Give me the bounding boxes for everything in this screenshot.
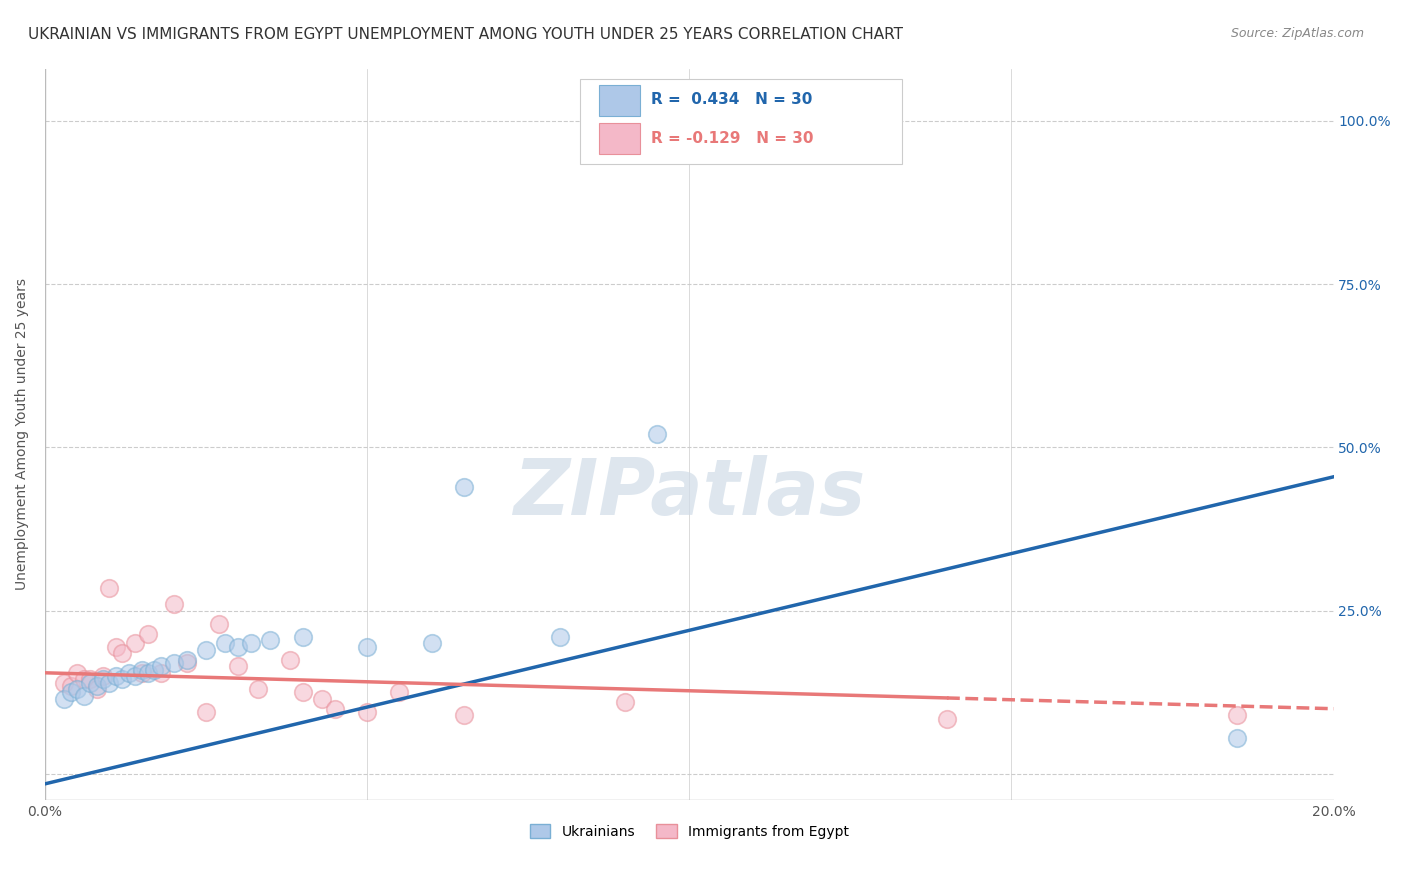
Point xyxy=(936,712,959,726)
Y-axis label: Unemployment Among Youth under 25 years: Unemployment Among Youth under 25 years xyxy=(15,278,30,591)
Point xyxy=(111,673,134,687)
Legend: Ukrainians, Immigrants from Egypt: Ukrainians, Immigrants from Egypt xyxy=(524,819,855,845)
Point xyxy=(59,679,82,693)
Point xyxy=(79,673,101,687)
Point xyxy=(195,705,218,719)
Point xyxy=(246,682,269,697)
Point xyxy=(291,630,314,644)
Point xyxy=(91,669,114,683)
Point xyxy=(53,692,76,706)
Point xyxy=(136,665,159,680)
Point xyxy=(311,692,333,706)
Point xyxy=(59,685,82,699)
Point xyxy=(98,675,121,690)
Text: R = -0.129   N = 30: R = -0.129 N = 30 xyxy=(651,130,813,145)
Point xyxy=(72,673,94,687)
Point xyxy=(104,640,127,654)
Point xyxy=(214,636,236,650)
Point xyxy=(645,427,668,442)
FancyBboxPatch shape xyxy=(579,79,901,163)
Point xyxy=(1226,708,1249,723)
Point xyxy=(66,682,89,697)
Point xyxy=(550,630,572,644)
Point xyxy=(226,659,249,673)
Point xyxy=(118,665,141,680)
Point xyxy=(104,669,127,683)
FancyBboxPatch shape xyxy=(599,85,640,116)
Text: R =  0.434   N = 30: R = 0.434 N = 30 xyxy=(651,92,811,107)
Point xyxy=(86,682,108,697)
Point xyxy=(453,708,475,723)
Point xyxy=(388,685,411,699)
Point xyxy=(136,626,159,640)
Point xyxy=(86,679,108,693)
Point xyxy=(163,597,186,611)
Point xyxy=(163,656,186,670)
Point xyxy=(124,636,146,650)
Point xyxy=(72,689,94,703)
Point xyxy=(176,653,198,667)
Point xyxy=(111,646,134,660)
Point xyxy=(79,675,101,690)
Text: UKRAINIAN VS IMMIGRANTS FROM EGYPT UNEMPLOYMENT AMONG YOUTH UNDER 25 YEARS CORRE: UKRAINIAN VS IMMIGRANTS FROM EGYPT UNEMP… xyxy=(28,27,903,42)
Point xyxy=(453,480,475,494)
Point xyxy=(53,675,76,690)
Point xyxy=(291,685,314,699)
Point xyxy=(149,665,172,680)
Point xyxy=(356,705,378,719)
Point xyxy=(1226,731,1249,745)
Point xyxy=(240,636,263,650)
Point xyxy=(208,616,231,631)
Point xyxy=(149,659,172,673)
Point xyxy=(131,663,153,677)
Text: Source: ZipAtlas.com: Source: ZipAtlas.com xyxy=(1230,27,1364,40)
Point xyxy=(613,695,636,709)
Point xyxy=(195,643,218,657)
FancyBboxPatch shape xyxy=(599,123,640,154)
Point xyxy=(226,640,249,654)
Point xyxy=(143,663,166,677)
Point xyxy=(66,665,89,680)
Point xyxy=(356,640,378,654)
Point xyxy=(91,673,114,687)
Point xyxy=(259,633,281,648)
Point xyxy=(124,669,146,683)
Point xyxy=(278,653,301,667)
Point xyxy=(420,636,443,650)
Point xyxy=(98,581,121,595)
Point xyxy=(323,702,346,716)
Point xyxy=(131,665,153,680)
Point xyxy=(176,656,198,670)
Text: ZIPatlas: ZIPatlas xyxy=(513,455,865,531)
